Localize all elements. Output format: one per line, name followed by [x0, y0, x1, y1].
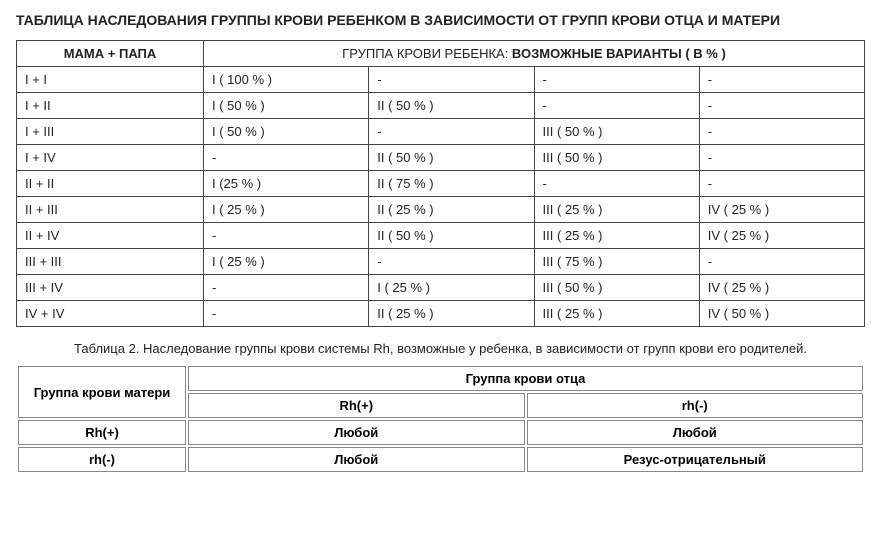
variant-cell: -	[204, 275, 369, 301]
table-row: III + IIII ( 25 % )-III ( 75 % )-	[17, 249, 865, 275]
variant-cell: -	[699, 249, 864, 275]
rh-col-1: rh(-)	[527, 393, 864, 418]
table2-caption: Таблица 2. Наследование группы крови сис…	[16, 341, 865, 356]
pair-cell: I + IV	[17, 145, 204, 171]
rh-row-1-cell-1: Резус-отрицательный	[527, 447, 864, 472]
variant-cell: -	[534, 171, 699, 197]
variant-cell: IV ( 25 % )	[699, 223, 864, 249]
pair-cell: IV + IV	[17, 301, 204, 327]
variant-cell: I (25 % )	[204, 171, 369, 197]
pair-cell: I + I	[17, 67, 204, 93]
table-row: I + III ( 50 % )II ( 50 % )--	[17, 93, 865, 119]
pair-cell: I + II	[17, 93, 204, 119]
variant-cell: III ( 25 % )	[534, 223, 699, 249]
header-variants-strong: ВОЗМОЖНЫЕ ВАРИАНТЫ ( В % )	[512, 46, 726, 61]
variant-cell: I ( 25 % )	[369, 275, 534, 301]
table-row: I + II ( 100 % )---	[17, 67, 865, 93]
rh-col-0: Rh(+)	[188, 393, 525, 418]
variant-cell: IV ( 50 % )	[699, 301, 864, 327]
rh-row-0: Rh(+) Любой Любой	[18, 420, 863, 445]
table-row: II + III (25 % )II ( 75 % )--	[17, 171, 865, 197]
variant-cell: II ( 50 % )	[369, 93, 534, 119]
variant-cell: I ( 50 % )	[204, 93, 369, 119]
variant-cell: III ( 75 % )	[534, 249, 699, 275]
variant-cell: II ( 75 % )	[369, 171, 534, 197]
table-row: II + IIII ( 25 % )II ( 25 % )III ( 25 % …	[17, 197, 865, 223]
table-row: IV + IV-II ( 25 % )III ( 25 % )IV ( 50 %…	[17, 301, 865, 327]
table-row: II + IV-II ( 50 % )III ( 25 % )IV ( 25 %…	[17, 223, 865, 249]
rh-row-1: rh(-) Любой Резус-отрицательный	[18, 447, 863, 472]
pair-cell: III + IV	[17, 275, 204, 301]
variant-cell: -	[699, 145, 864, 171]
rh-row-0-cell-0: Любой	[188, 420, 525, 445]
pair-cell: II + II	[17, 171, 204, 197]
variant-cell: III ( 50 % )	[534, 275, 699, 301]
table-row: I + IIII ( 50 % )-III ( 50 % )-	[17, 119, 865, 145]
header-parents: МАМА + ПАПА	[17, 41, 204, 67]
rh-header-father: Группа крови отца	[188, 366, 863, 391]
table-row: I + IV-II ( 50 % )III ( 50 % )-	[17, 145, 865, 171]
variant-cell: I ( 50 % )	[204, 119, 369, 145]
variant-cell: III ( 25 % )	[534, 197, 699, 223]
rh-row-0-cell-1: Любой	[527, 420, 864, 445]
variant-cell: IV ( 25 % )	[699, 197, 864, 223]
rh-row-1-label: rh(-)	[18, 447, 186, 472]
variant-cell: III ( 50 % )	[534, 145, 699, 171]
variant-cell: -	[204, 301, 369, 327]
header-variants: ГРУППА КРОВИ РЕБЕНКА: ВОЗМОЖНЫЕ ВАРИАНТЫ…	[204, 41, 865, 67]
rh-table: Группа крови матери Группа крови отца Rh…	[16, 364, 865, 474]
pair-cell: II + IV	[17, 223, 204, 249]
variant-cell: -	[699, 93, 864, 119]
table-header-row: МАМА + ПАПА ГРУППА КРОВИ РЕБЕНКА: ВОЗМОЖ…	[17, 41, 865, 67]
pair-cell: III + III	[17, 249, 204, 275]
variant-cell: -	[534, 93, 699, 119]
variant-cell: III ( 25 % )	[534, 301, 699, 327]
variant-cell: III ( 50 % )	[534, 119, 699, 145]
variant-cell: II ( 25 % )	[369, 197, 534, 223]
pair-cell: II + III	[17, 197, 204, 223]
variant-cell: II ( 25 % )	[369, 301, 534, 327]
variant-cell: I ( 25 % )	[204, 197, 369, 223]
inheritance-table: МАМА + ПАПА ГРУППА КРОВИ РЕБЕНКА: ВОЗМОЖ…	[16, 40, 865, 327]
variant-cell: -	[699, 171, 864, 197]
variant-cell: II ( 50 % )	[369, 223, 534, 249]
variant-cell: IV ( 25 % )	[699, 275, 864, 301]
rh-header-row: Группа крови матери Группа крови отца	[18, 366, 863, 391]
variant-cell: -	[369, 119, 534, 145]
variant-cell: -	[369, 67, 534, 93]
variant-cell: -	[369, 249, 534, 275]
variant-cell: -	[699, 119, 864, 145]
rh-row-0-label: Rh(+)	[18, 420, 186, 445]
pair-cell: I + III	[17, 119, 204, 145]
variant-cell: -	[534, 67, 699, 93]
variant-cell: I ( 100 % )	[204, 67, 369, 93]
table-row: III + IV-I ( 25 % )III ( 50 % )IV ( 25 %…	[17, 275, 865, 301]
variant-cell: -	[204, 223, 369, 249]
header-variants-prefix: ГРУППА КРОВИ РЕБЕНКА:	[342, 46, 512, 61]
variant-cell: -	[204, 145, 369, 171]
rh-header-mother: Группа крови матери	[18, 366, 186, 418]
page-title: ТАБЛИЦА НАСЛЕДОВАНИЯ ГРУППЫ КРОВИ РЕБЕНК…	[16, 12, 865, 28]
variant-cell: -	[699, 67, 864, 93]
variant-cell: II ( 50 % )	[369, 145, 534, 171]
rh-row-1-cell-0: Любой	[188, 447, 525, 472]
variant-cell: I ( 25 % )	[204, 249, 369, 275]
